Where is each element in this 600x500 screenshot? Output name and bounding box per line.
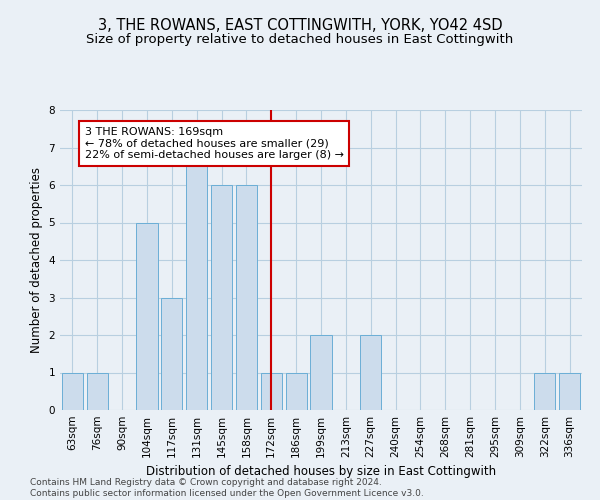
Text: 3, THE ROWANS, EAST COTTINGWITH, YORK, YO42 4SD: 3, THE ROWANS, EAST COTTINGWITH, YORK, Y… bbox=[98, 18, 502, 32]
X-axis label: Distribution of detached houses by size in East Cottingwith: Distribution of detached houses by size … bbox=[146, 466, 496, 478]
Bar bbox=[360, 335, 381, 410]
Bar bbox=[534, 372, 555, 410]
Bar bbox=[310, 335, 332, 410]
Text: Size of property relative to detached houses in East Cottingwith: Size of property relative to detached ho… bbox=[86, 32, 514, 46]
Bar bbox=[261, 372, 282, 410]
Text: 3 THE ROWANS: 169sqm
← 78% of detached houses are smaller (29)
22% of semi-detac: 3 THE ROWANS: 169sqm ← 78% of detached h… bbox=[85, 127, 344, 160]
Bar bbox=[186, 148, 207, 410]
Text: Contains HM Land Registry data © Crown copyright and database right 2024.
Contai: Contains HM Land Registry data © Crown c… bbox=[30, 478, 424, 498]
Bar bbox=[211, 185, 232, 410]
Y-axis label: Number of detached properties: Number of detached properties bbox=[30, 167, 43, 353]
Bar bbox=[136, 222, 158, 410]
Bar bbox=[559, 372, 580, 410]
Bar bbox=[161, 298, 182, 410]
Bar bbox=[286, 372, 307, 410]
Bar bbox=[87, 372, 108, 410]
Bar bbox=[236, 185, 257, 410]
Bar bbox=[62, 372, 83, 410]
